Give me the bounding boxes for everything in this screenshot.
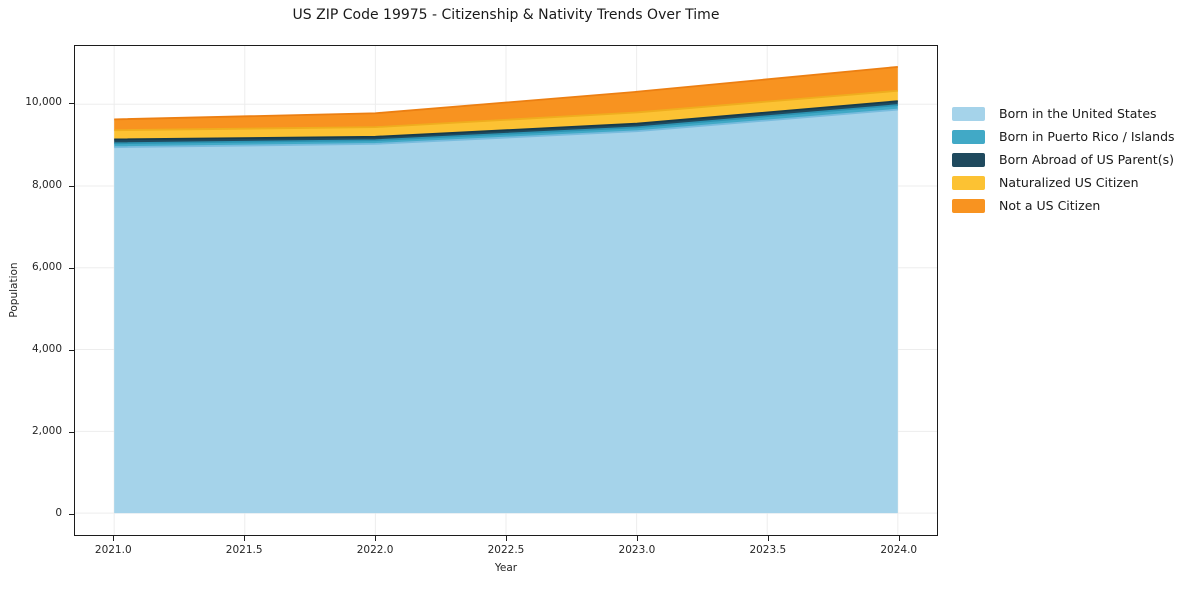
x-tick	[375, 536, 377, 541]
y-tick-label: 10,000	[25, 96, 62, 109]
x-tick-label: 2024.0	[880, 544, 918, 556]
x-tick	[113, 536, 115, 541]
line-naturalized-us-citizen	[114, 89, 898, 132]
line-born-in-puerto-rico-islands	[114, 104, 898, 145]
x-tick	[244, 536, 246, 541]
legend: Born in the United States Born in Puerto…	[952, 106, 1175, 221]
legend-item: Born Abroad of US Parent(s)	[952, 152, 1175, 167]
legend-swatch-naturalized	[952, 175, 985, 190]
y-tick-label: 2,000	[31, 424, 62, 437]
legend-swatch-not-citizen	[952, 198, 985, 213]
legend-item: Born in Puerto Rico / Islands	[952, 129, 1175, 144]
x-tick-label: 2022.5	[487, 544, 525, 556]
x-tick-label: 2022.0	[356, 544, 394, 556]
x-axis-label: Year	[494, 562, 518, 574]
legend-swatch-born-us	[952, 106, 985, 121]
x-tick	[898, 536, 900, 541]
line-born-abroad-of-us-parent-s	[114, 100, 898, 141]
legend-item: Not a US Citizen	[952, 198, 1175, 213]
line-not-a-us-citizen	[114, 65, 898, 121]
y-tick-label: 8,000	[31, 178, 62, 191]
plot-area	[74, 45, 938, 536]
stacked-area-chart	[75, 46, 937, 535]
legend-label: Naturalized US Citizen	[999, 175, 1139, 190]
x-tick	[767, 536, 769, 541]
area-born-in-the-united-states	[114, 109, 898, 514]
x-tick-label: 2023.5	[749, 544, 787, 556]
x-tick-label: 2021.5	[225, 544, 263, 556]
x-tick	[636, 536, 638, 541]
chart-title: US ZIP Code 19975 - Citizenship & Nativi…	[292, 7, 720, 23]
area-not-a-us-citizen	[114, 66, 898, 131]
y-tick-label: 0	[55, 506, 62, 519]
legend-label: Born in Puerto Rico / Islands	[999, 129, 1175, 144]
x-tick	[506, 536, 507, 541]
line-born-in-the-united-states	[114, 108, 898, 149]
legend-item: Naturalized US Citizen	[952, 175, 1175, 190]
legend-swatch-born-abroad	[952, 152, 985, 167]
x-tick-label: 2023.0	[618, 544, 656, 556]
legend-swatch-puerto-rico	[952, 129, 985, 144]
y-axis-label: Population	[8, 262, 20, 318]
legend-label: Not a US Citizen	[999, 198, 1101, 213]
legend-label: Born Abroad of US Parent(s)	[999, 152, 1174, 167]
legend-label: Born in the United States	[999, 106, 1157, 121]
legend-item: Born in the United States	[952, 106, 1175, 121]
x-tick-label: 2021.0	[94, 544, 132, 556]
